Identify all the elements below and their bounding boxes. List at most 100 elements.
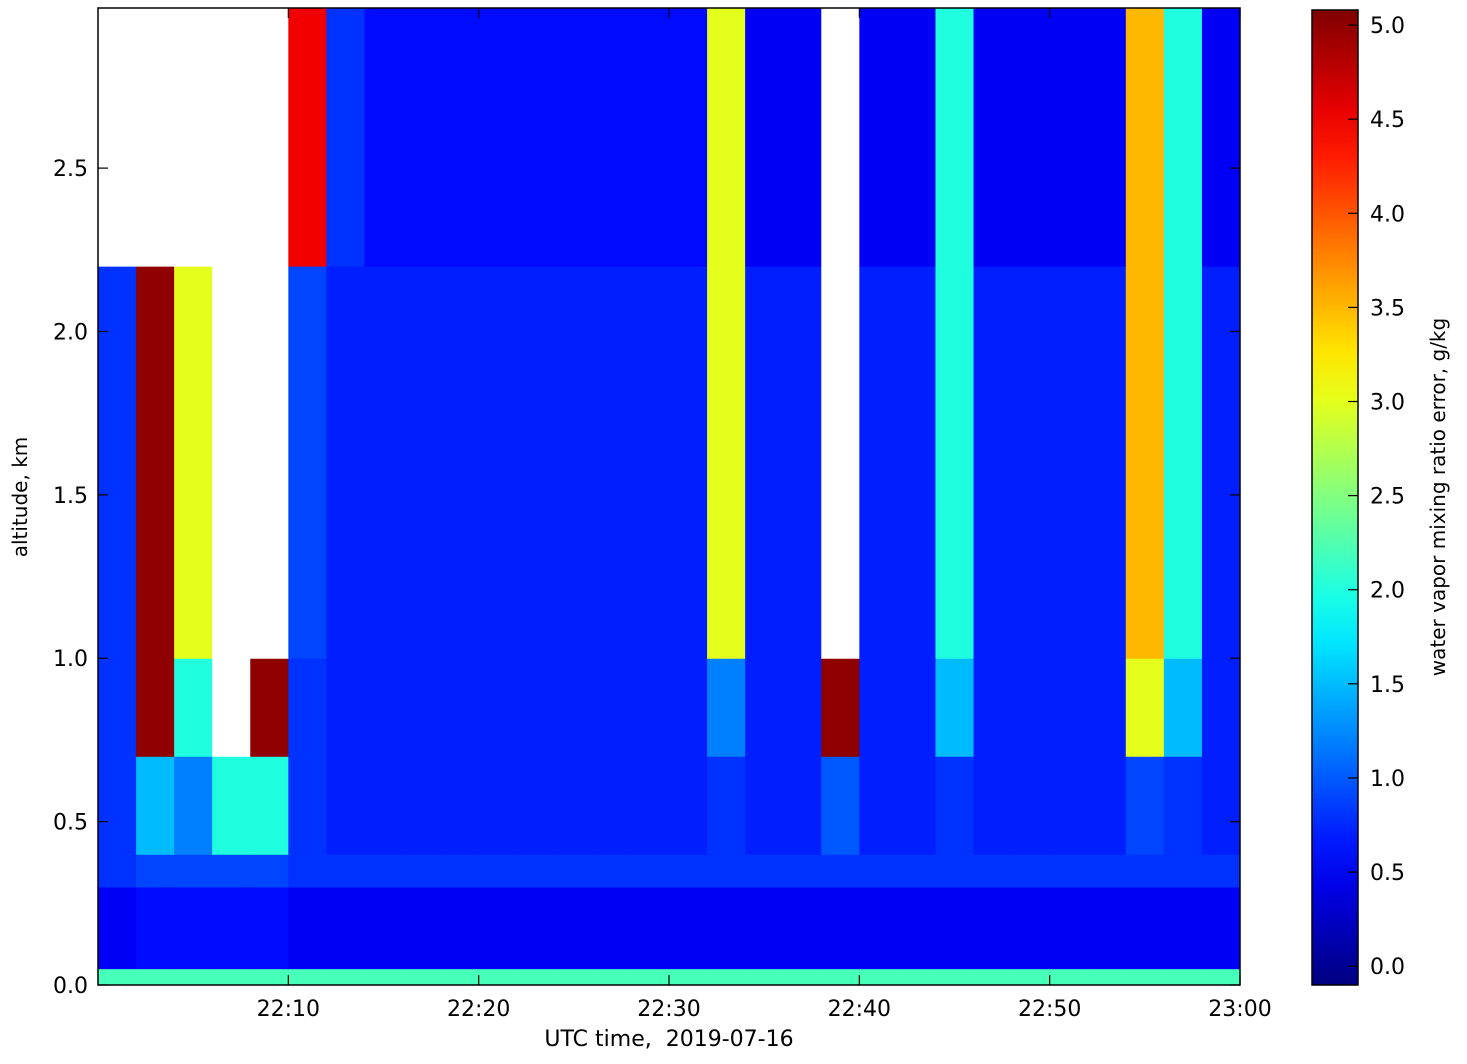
heatmap-cell: [821, 968, 860, 986]
heatmap-cell: [440, 8, 480, 267]
heatmap-cell: [1163, 886, 1203, 970]
heatmap-cell: [1049, 8, 1089, 267]
heatmap-cell: [212, 266, 251, 659]
heatmap-cell: [98, 854, 137, 888]
heatmap-cell: [402, 886, 442, 970]
colorbar-tick-label: 1.5: [1370, 673, 1405, 698]
heatmap-cell: [1049, 854, 1089, 888]
heatmap-cell: [783, 658, 822, 757]
heatmap-cell: [440, 756, 480, 855]
heatmap-cell: [440, 854, 480, 888]
heatmap-cell: [288, 886, 327, 970]
heatmap-cell: [1201, 756, 1241, 855]
heatmap-cell: [250, 854, 289, 888]
heatmap-cell: [783, 886, 822, 970]
heatmap-cell: [821, 658, 860, 757]
heatmap-cell: [707, 854, 746, 888]
heatmap-cell: [669, 968, 708, 986]
heatmap-cell: [935, 658, 975, 757]
heatmap-cell: [1049, 756, 1089, 855]
x-axis-label: UTC time, 2019-07-16: [544, 1027, 793, 1052]
heatmap-cell: [516, 8, 556, 267]
heatmap-cell: [783, 968, 822, 986]
heatmap-cell: [1201, 886, 1241, 970]
heatmap-cell: [1125, 854, 1165, 888]
heatmap-cell: [630, 266, 670, 659]
heatmap-cell: [783, 854, 822, 888]
heatmap-cell: [1125, 266, 1165, 659]
heatmap-cell: [592, 756, 632, 855]
heatmap-cell: [630, 886, 670, 970]
heatmap-cell: [669, 756, 708, 855]
heatmap-cell: [174, 968, 213, 986]
heatmap-cell: [669, 266, 708, 659]
x-tick-label: 22:50: [1018, 997, 1081, 1022]
heatmap-cell: [821, 854, 860, 888]
heatmap-cell: [1163, 266, 1203, 659]
heatmap-cell: [707, 266, 746, 659]
heatmap-cell: [935, 266, 975, 659]
heatmap-cell: [897, 854, 936, 888]
colorbar-tick-label: 4.5: [1370, 108, 1405, 133]
heatmap: [98, 8, 1241, 986]
heatmap-cell: [364, 658, 404, 757]
heatmap-cell: [136, 756, 175, 855]
heatmap-cell: [630, 756, 670, 855]
heatmap-cell: [326, 968, 365, 986]
heatmap-cell: [174, 8, 213, 267]
heatmap-cell: [935, 756, 975, 855]
heatmap-cell: [745, 266, 784, 659]
heatmap-cell: [212, 886, 251, 970]
heatmap-cell: [250, 886, 289, 970]
heatmap-cell: [478, 658, 518, 757]
heatmap-cell: [707, 756, 746, 855]
heatmap-cell: [478, 8, 518, 267]
heatmap-cell: [783, 756, 822, 855]
heatmap-cell: [174, 658, 213, 757]
heatmap-cell: [897, 8, 936, 267]
heatmap-cell: [288, 658, 327, 757]
heatmap-cell: [1163, 658, 1203, 757]
heatmap-cell: [1011, 854, 1051, 888]
heatmap-cell: [630, 968, 670, 986]
heatmap-cell: [897, 266, 936, 659]
heatmap-cell: [1201, 968, 1241, 986]
heatmap-cell: [1049, 886, 1089, 970]
x-tick-label: 22:20: [447, 997, 510, 1022]
heatmap-cell: [707, 886, 746, 970]
heatmap-cell: [669, 658, 708, 757]
heatmap-cell: [1049, 658, 1089, 757]
heatmap-cell: [630, 854, 670, 888]
heatmap-cell: [554, 968, 594, 986]
heatmap-cell: [1125, 756, 1165, 855]
heatmap-cell: [1201, 658, 1241, 757]
heatmap-cell: [98, 8, 137, 267]
colorbar-tick-label: 5.0: [1370, 14, 1405, 39]
heatmap-cell: [440, 266, 480, 659]
heatmap-cell: [136, 886, 175, 970]
heatmap-cell: [98, 756, 137, 855]
heatmap-cell: [745, 886, 784, 970]
heatmap-cell: [592, 8, 632, 267]
heatmap-cell: [669, 886, 708, 970]
heatmap-cell: [859, 968, 898, 986]
heatmap-cell: [516, 658, 556, 757]
heatmap-cell: [973, 266, 1013, 659]
colorbar-tick-label: 1.0: [1370, 767, 1405, 792]
heatmap-cell: [440, 658, 480, 757]
heatmap-cell: [1163, 968, 1203, 986]
colorbar-label: water vapor mixing ratio error, g/kg: [1426, 318, 1450, 676]
heatmap-cell: [1011, 968, 1051, 986]
heatmap-cell: [745, 968, 784, 986]
heatmap-cell: [402, 8, 442, 267]
heatmap-cell: [1201, 854, 1241, 888]
heatmap-cell: [402, 968, 442, 986]
heatmap-cell: [174, 854, 213, 888]
heatmap-cell: [1125, 8, 1165, 267]
heatmap-cell: [707, 8, 746, 267]
heatmap-cell: [897, 756, 936, 855]
heatmap-cell: [821, 886, 860, 970]
heatmap-cell: [973, 854, 1013, 888]
